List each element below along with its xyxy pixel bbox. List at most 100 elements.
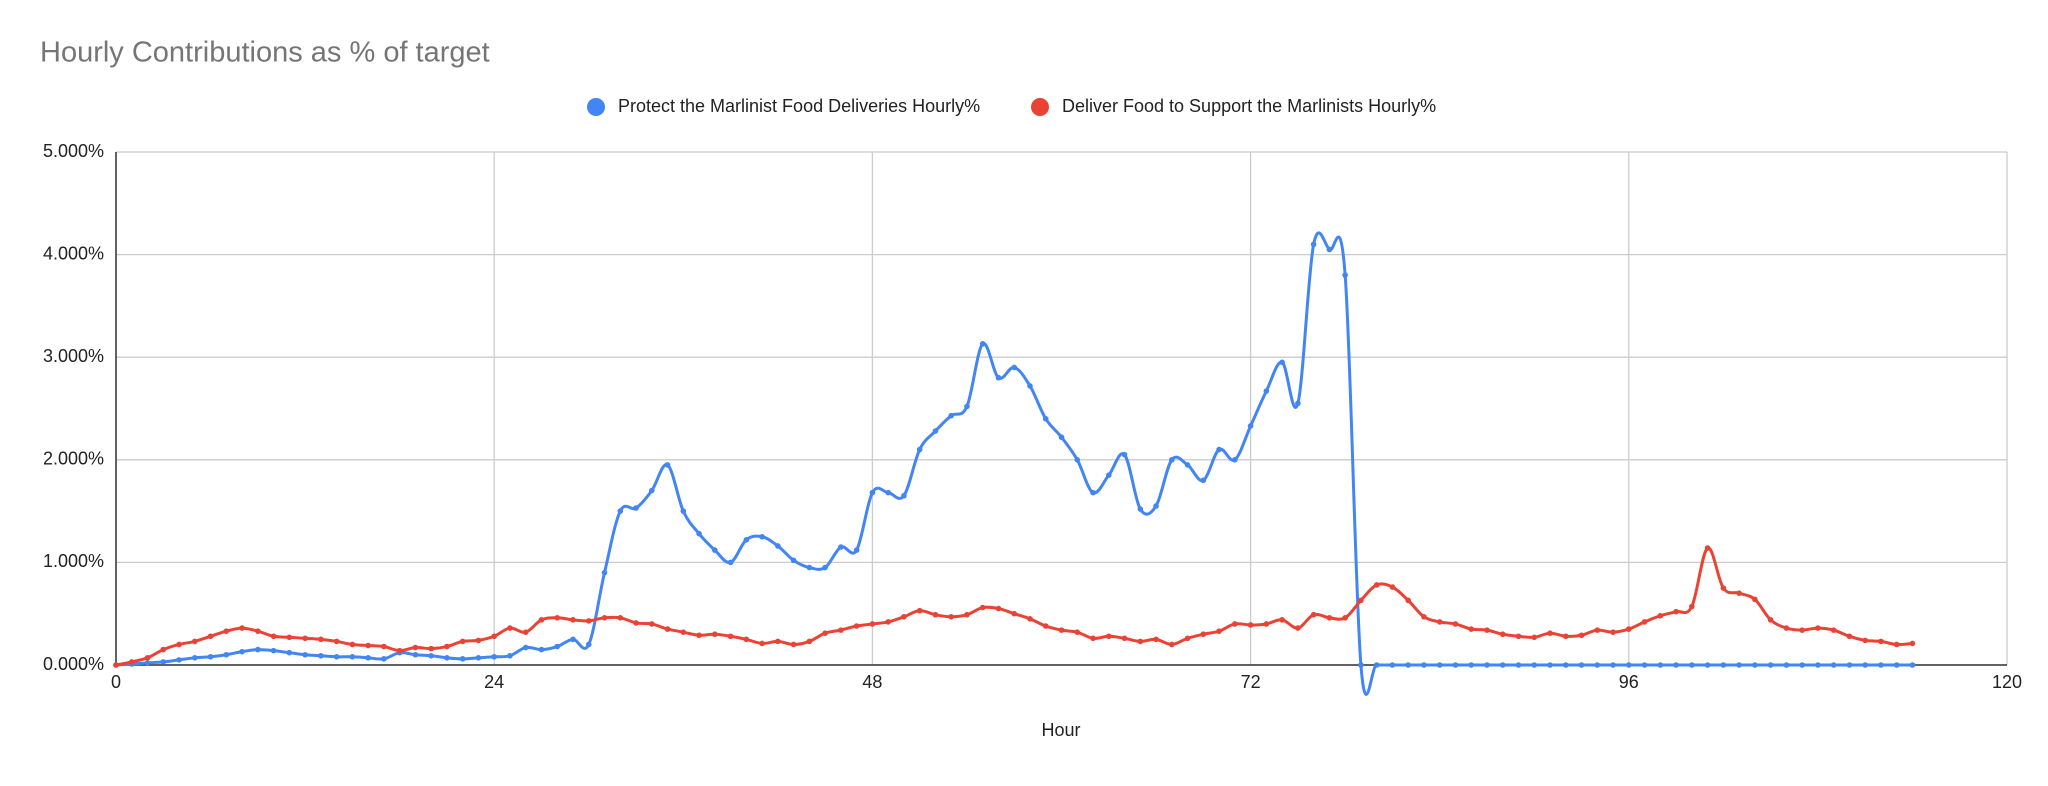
data-point <box>1042 415 1049 422</box>
data-point <box>444 655 450 661</box>
data-point <box>601 615 608 621</box>
data-point <box>1452 621 1459 627</box>
data-point <box>1720 662 1727 668</box>
data-point <box>648 487 655 494</box>
data-point <box>1736 662 1742 668</box>
data-point <box>1058 627 1065 633</box>
data-point <box>1247 423 1254 429</box>
data-point <box>1421 662 1427 668</box>
data-point <box>144 660 151 666</box>
data-point <box>1562 662 1569 668</box>
data-point <box>1263 388 1270 394</box>
data-point <box>712 547 718 553</box>
data-point <box>964 611 970 618</box>
data-point <box>1468 662 1475 668</box>
data-point <box>1184 635 1191 642</box>
data-point <box>648 621 655 627</box>
data-point <box>1232 457 1238 463</box>
data-point <box>1909 640 1916 647</box>
data-point <box>885 619 891 625</box>
data-point <box>1736 590 1742 596</box>
data-point <box>1626 662 1632 668</box>
data-point <box>1641 619 1648 625</box>
data-point <box>1499 631 1506 638</box>
series-line <box>115 231 1913 696</box>
data-point <box>1909 662 1916 668</box>
data-point <box>1767 662 1774 668</box>
data-point <box>239 625 245 631</box>
data-point <box>412 644 419 651</box>
data-point <box>775 638 781 645</box>
data-point <box>1893 662 1900 668</box>
legend-label: Protect the Marlinist Food Deliveries Ho… <box>618 96 980 116</box>
data-point <box>318 636 324 643</box>
data-point <box>1389 662 1396 668</box>
data-point <box>901 613 907 620</box>
data-point <box>1830 662 1837 668</box>
data-point <box>444 643 450 650</box>
data-point <box>1279 359 1285 366</box>
data-point <box>396 647 403 654</box>
data-point <box>1878 662 1884 668</box>
data-point <box>428 652 434 659</box>
data-point <box>1547 662 1553 668</box>
data-point <box>790 641 797 648</box>
data-point <box>585 641 592 648</box>
data-point <box>1484 627 1490 633</box>
data-point <box>838 544 844 550</box>
data-point <box>1562 633 1569 640</box>
data-point <box>1295 400 1301 407</box>
data-point <box>333 653 340 660</box>
data-point <box>1121 635 1128 642</box>
data-point <box>1499 662 1506 668</box>
data-point <box>1626 626 1632 632</box>
data-point <box>491 633 498 640</box>
data-point <box>1074 457 1081 463</box>
data-point <box>475 655 482 661</box>
data-point <box>1578 632 1585 639</box>
data-point <box>948 412 954 419</box>
data-point <box>128 659 135 665</box>
data-point <box>255 628 261 634</box>
data-point <box>1704 545 1711 551</box>
data-point <box>1720 585 1727 591</box>
data-point <box>916 446 923 453</box>
data-point <box>160 646 167 653</box>
data-point <box>1358 662 1364 668</box>
data-point <box>538 617 545 623</box>
data-point <box>822 564 828 571</box>
data-point <box>1468 626 1475 632</box>
data-point <box>286 634 293 641</box>
data-point <box>1421 613 1427 620</box>
data-point <box>1184 462 1191 468</box>
data-point <box>633 620 639 626</box>
data-point <box>948 613 954 620</box>
data-point <box>1247 622 1254 628</box>
data-point <box>1011 610 1018 617</box>
data-point <box>365 655 371 661</box>
data-point <box>1689 662 1695 668</box>
data-point <box>790 557 797 564</box>
data-point <box>554 615 561 621</box>
data-point <box>1783 662 1790 668</box>
data-point <box>585 618 592 624</box>
data-point <box>1752 596 1758 603</box>
legend-marker <box>587 98 605 116</box>
data-point <box>1342 615 1348 621</box>
data-point <box>239 648 245 655</box>
y-tick-label: 3.000% <box>43 346 104 366</box>
data-point <box>207 633 214 640</box>
data-point <box>1090 489 1096 496</box>
data-point <box>1137 638 1144 645</box>
data-point <box>1436 662 1443 668</box>
data-point <box>759 640 765 647</box>
data-point <box>1531 662 1538 668</box>
data-point <box>1373 582 1380 588</box>
data-point <box>1657 612 1664 619</box>
data-point <box>664 462 671 468</box>
data-point <box>1704 662 1711 668</box>
data-point <box>759 533 765 540</box>
data-point <box>459 638 466 645</box>
data-point <box>964 403 970 410</box>
